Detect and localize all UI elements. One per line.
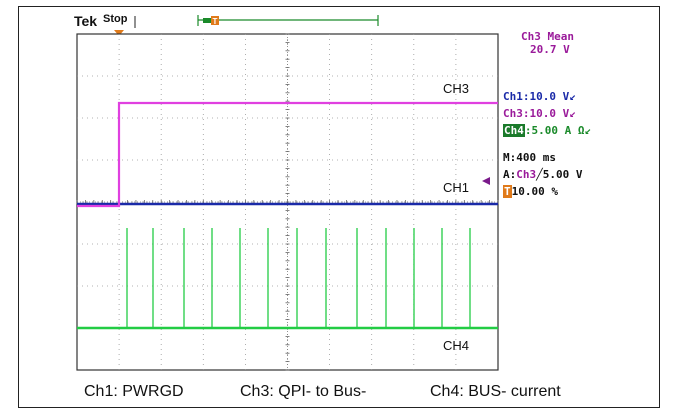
- ch4-scale: Ch4:5.00 A Ω↙: [503, 124, 591, 137]
- ch1-scale-text: Ch1:10.0 V: [503, 90, 570, 103]
- caption-ch4: Ch4: BUS- current: [430, 383, 561, 400]
- trigger-source: Ch3: [516, 168, 537, 181]
- rising-edge-icon: ╱: [536, 168, 543, 181]
- caption-ch1: Ch1: PWRGD: [84, 383, 184, 400]
- ch3-trace-label: CH3: [443, 81, 470, 96]
- timebase-readout: M:400 ms: [503, 151, 556, 164]
- record-view-bracket: [197, 15, 379, 26]
- measurement-value: 20.7 V: [530, 43, 570, 56]
- ch3-scale-text: Ch3:10.0 V: [503, 107, 570, 120]
- trigger-prefix: A:: [503, 168, 517, 181]
- bandwidth-limit-icon: ↙: [584, 124, 592, 137]
- trigger-position-icon: T: [503, 185, 512, 198]
- ch1-trace-label: CH1: [443, 180, 470, 195]
- ch1-level-marker-icon: [482, 177, 490, 185]
- ch4-tag: Ch4: [503, 124, 525, 137]
- trigger-position-top-icon: T: [211, 16, 219, 26]
- caption-ch3: Ch3: QPI- to Bus-: [240, 383, 367, 400]
- svg-text:T: T: [213, 17, 218, 26]
- measurement-title: Ch3 Mean: [521, 30, 574, 43]
- ch3-scale: Ch3:10.0 V↙: [503, 107, 576, 120]
- traces-layer: [77, 101, 498, 330]
- acquisition-status: Stop: [103, 13, 128, 25]
- bandwidth-limit-icon: ↙: [569, 90, 576, 103]
- ch4-trace-label: CH4: [443, 338, 470, 353]
- trigger-readout: A:Ch3╱5.00 V: [503, 168, 583, 181]
- trigger-position-value: 10.00 %: [511, 185, 558, 198]
- ch1-scale: Ch1:10.0 V↙: [503, 90, 576, 103]
- trigger-position-readout: T10.00 %: [503, 185, 558, 198]
- brand-logo: Tek: [74, 13, 98, 29]
- ch4-scale-text: :5.00 A Ω: [524, 124, 585, 137]
- trigger-level: 5.00 V: [542, 168, 583, 181]
- bandwidth-limit-icon: ↙: [569, 107, 576, 120]
